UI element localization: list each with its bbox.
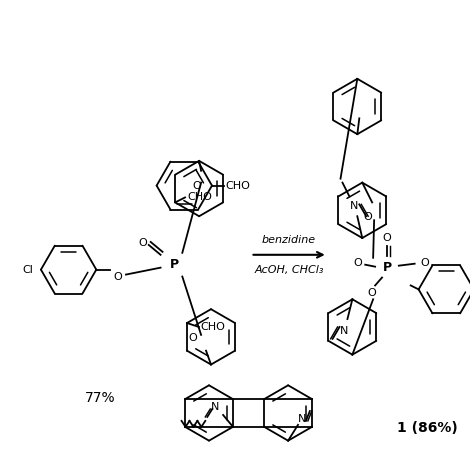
Text: O: O	[114, 272, 122, 282]
Text: P: P	[170, 258, 179, 271]
Text: O: O	[420, 258, 429, 268]
Text: Cl: Cl	[22, 264, 33, 274]
Text: O: O	[383, 233, 392, 243]
Text: P: P	[383, 261, 392, 274]
Text: N: N	[350, 201, 358, 211]
Text: N: N	[298, 414, 306, 424]
Text: N: N	[340, 326, 349, 336]
Text: CHO: CHO	[187, 192, 212, 202]
Text: O: O	[368, 288, 376, 298]
Text: O: O	[189, 333, 198, 343]
Text: AcOH, CHCl₃: AcOH, CHCl₃	[255, 264, 324, 275]
Text: O: O	[364, 212, 373, 222]
Text: O: O	[138, 238, 147, 248]
Text: 1 (86%): 1 (86%)	[397, 421, 457, 435]
Text: O: O	[193, 181, 201, 191]
Text: CHO: CHO	[226, 181, 251, 191]
Text: benzidine: benzidine	[262, 235, 316, 245]
Text: N: N	[211, 402, 219, 412]
Text: O: O	[353, 258, 362, 268]
Text: CHO: CHO	[201, 322, 226, 332]
Text: 77%: 77%	[85, 391, 116, 405]
